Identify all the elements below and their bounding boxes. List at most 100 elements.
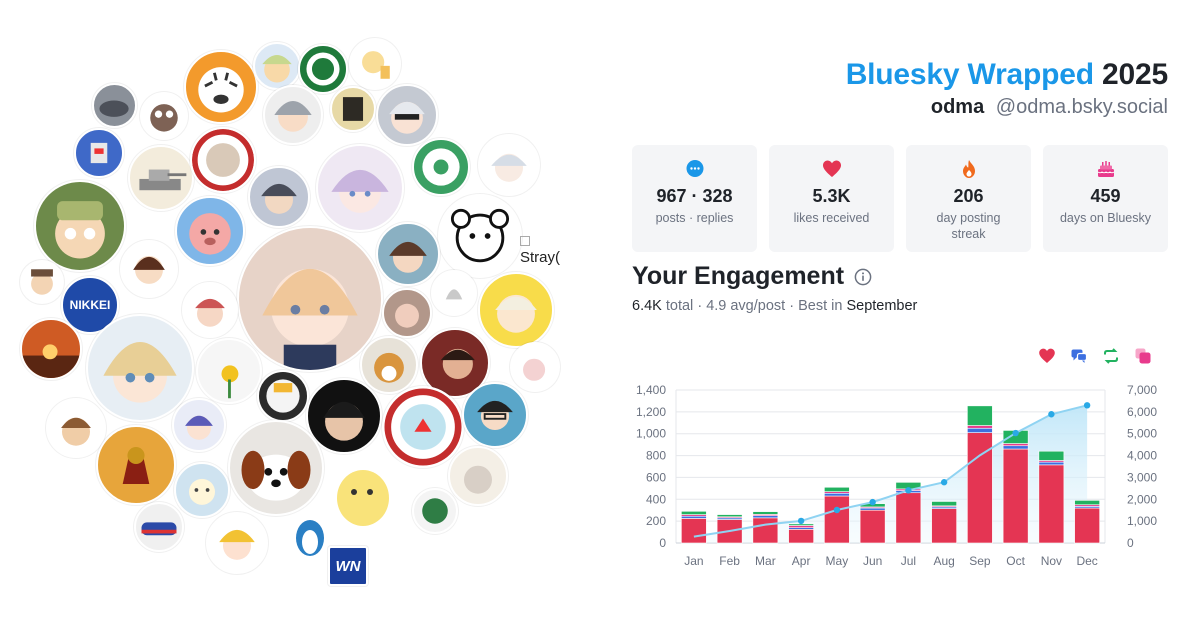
avatar-alt-text: Stray( (520, 232, 560, 266)
y-tick-label: 600 (646, 470, 666, 484)
avatar (128, 145, 194, 211)
avatar (228, 420, 324, 516)
fire-icon (962, 160, 975, 178)
y2-tick-label: 1,000 (1127, 514, 1157, 528)
avatar (349, 38, 401, 90)
avatar (175, 196, 245, 266)
y2-tick-label: 7,000 (1127, 383, 1157, 397)
stat-label: likes received (793, 211, 870, 225)
y-tick-label: 400 (646, 492, 666, 506)
avatar (86, 314, 194, 422)
repost-icon[interactable] (1102, 347, 1120, 365)
bar-segment (681, 515, 707, 519)
avatar (120, 240, 178, 298)
heart-icon (822, 160, 841, 177)
avatar (172, 398, 226, 452)
stat-value: 967 · 328 (656, 186, 733, 206)
y-tick-label: 0 (659, 536, 666, 550)
x-tick-label: Jun (863, 554, 882, 568)
cumulative-point (940, 479, 948, 486)
bar-segment (1002, 445, 1029, 450)
avatar (438, 194, 522, 278)
x-tick-label: Mar (755, 554, 776, 568)
y-tick-label: 200 (646, 514, 666, 528)
x-tick-label: Oct (1006, 554, 1025, 568)
stats-row: 967 · 328 posts · replies 5.3K likes rec… (632, 145, 1168, 252)
stat-value: 5.3K (812, 186, 851, 206)
bar-segment (1038, 461, 1065, 466)
x-tick-label: Apr (792, 554, 811, 568)
avatar (206, 512, 268, 574)
user-handle[interactable]: @odma.bsky.social (995, 96, 1168, 118)
avatar (46, 398, 106, 458)
info-icon[interactable] (854, 268, 872, 286)
replies-icon[interactable] (1070, 347, 1088, 365)
avatar (263, 85, 323, 145)
engagement-heading: Your Engagement (632, 262, 845, 290)
bar-segment (824, 486, 850, 492)
chart-legend (1038, 347, 1152, 365)
heart-icon[interactable] (1038, 347, 1056, 365)
avatar (237, 226, 383, 372)
engagement-best-month: September (846, 298, 918, 314)
page-title: Bluesky Wrapped 2025 (846, 58, 1168, 92)
cake-icon (1097, 161, 1114, 177)
header: Bluesky Wrapped 2025 odma @odma.bsky.soc… (846, 58, 1168, 120)
bar-segment (1002, 448, 1029, 544)
bar-segment (681, 518, 707, 544)
bar-segment (824, 495, 850, 544)
stat-value: 206 (953, 186, 984, 206)
avatar (382, 288, 432, 338)
x-tick-label: Jul (901, 554, 916, 568)
y-tick-label: 1,400 (636, 383, 666, 397)
avatar (316, 144, 404, 232)
avatar (20, 260, 64, 304)
bar-segment (1038, 464, 1065, 544)
engagement-avg: 4.9 avg/post (706, 298, 786, 314)
avatar (376, 222, 440, 286)
y2-tick-label: 3,000 (1127, 470, 1157, 484)
avatar (412, 138, 470, 196)
bar-segment (752, 511, 779, 515)
stat-label: day posting streak (936, 211, 1001, 241)
chart-bars (681, 405, 1100, 544)
avatar (184, 50, 258, 124)
bar-segment (1074, 500, 1100, 506)
y-tick-label: 1,000 (636, 427, 666, 441)
bar-segment (1074, 507, 1100, 544)
quote-icon[interactable] (1134, 347, 1152, 365)
cumulative-point (833, 506, 841, 514)
avatar (298, 44, 348, 94)
avatar (74, 128, 124, 178)
x-tick-label: Dec (1076, 554, 1097, 568)
engagement-chart: 0 0 200 1,000 400 2,000 600 3,000 800 4,000 1,000 5… (636, 383, 1157, 568)
avatar (382, 386, 464, 468)
avatar (34, 180, 126, 272)
wn-label: WN (335, 557, 361, 575)
avatar (92, 83, 137, 128)
avatar (478, 272, 554, 348)
bar-segment (895, 492, 922, 544)
bar-segment (967, 425, 993, 429)
y2-tick-label: 5,000 (1127, 427, 1157, 441)
avatar (257, 370, 309, 422)
avatar (478, 134, 540, 196)
engagement-title: Your Engagement (632, 262, 872, 291)
avatar (306, 378, 382, 454)
cumulative-point (1083, 402, 1091, 409)
year-title: 2025 (1102, 58, 1168, 91)
cumulative-point (1012, 429, 1019, 437)
engagement-total: 6.4K (632, 298, 662, 314)
avatar (134, 502, 184, 552)
bar-segment (681, 511, 707, 515)
avatar (330, 86, 376, 132)
y-tick-label: 1,200 (636, 405, 666, 419)
y2-tick-label: 2,000 (1127, 492, 1157, 506)
x-tick-label: Jan (684, 554, 703, 568)
cumulative-point (797, 517, 805, 525)
bar-segment (967, 427, 993, 433)
engagement-summary: 6.4K total · 4.9 avg/post · Best in Sept… (632, 298, 918, 314)
bar-segment (824, 492, 850, 497)
avatar (510, 342, 560, 392)
penguin-avatar (290, 512, 330, 558)
